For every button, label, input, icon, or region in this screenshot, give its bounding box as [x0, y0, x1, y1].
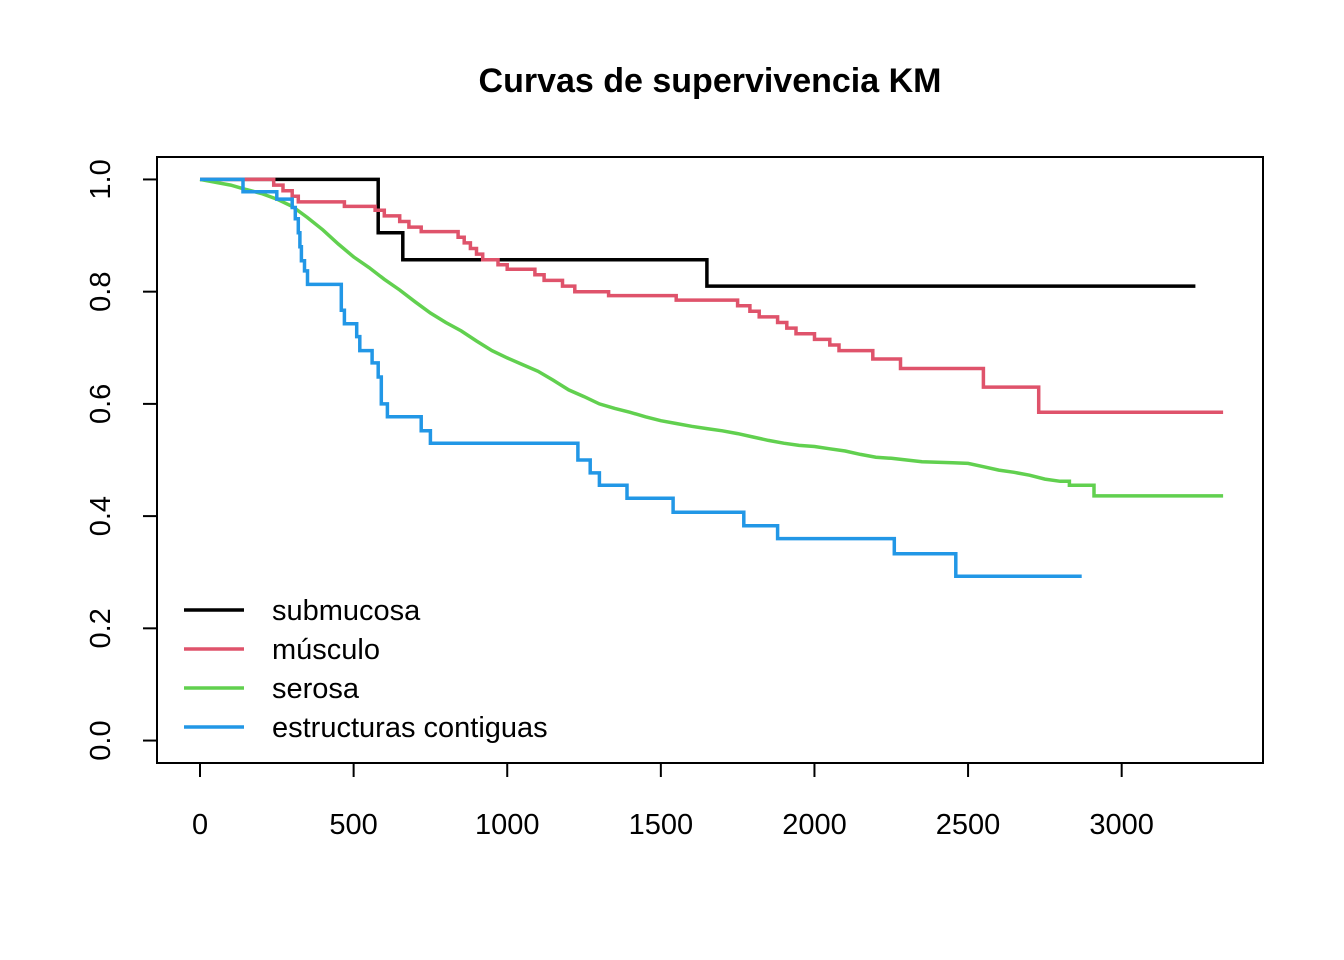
- chart-title: Curvas de supervivencia KM: [479, 62, 942, 100]
- x-tick-label: 500: [329, 809, 377, 841]
- series-line-músculo: [200, 177, 1224, 415]
- legend: submucosa músculo serosa estructuras contig…: [184, 595, 548, 744]
- legend-label: serosa: [272, 673, 360, 705]
- y-tick-label: 0.2: [85, 608, 117, 648]
- y-tick-label: 0.4: [85, 496, 117, 536]
- y-tick-label: 0.8: [85, 272, 117, 312]
- series-line-serosa: [199, 177, 1224, 498]
- legend-label: músculo: [272, 634, 380, 666]
- x-tick-label: 1500: [629, 809, 694, 841]
- x-tick-label: 1000: [475, 809, 540, 841]
- x-tick-label: 3000: [1089, 809, 1154, 841]
- x-tick-label: 2500: [936, 809, 1001, 841]
- legend-label: estructuras contiguas: [272, 712, 548, 744]
- y-tick-label: 0.0: [85, 720, 117, 760]
- x-tick-label: 2000: [782, 809, 847, 841]
- x-tick-label: 0: [192, 809, 208, 841]
- x-axis: 0 500 1000 1500 2000 2500 3000: [192, 762, 1154, 841]
- series-layer: [199, 177, 1224, 578]
- y-tick-label: 0.6: [85, 384, 117, 424]
- series-line-estructuras-contiguas: [200, 177, 1082, 578]
- series-line-submucosa: [200, 177, 1196, 288]
- legend-label: submucosa: [272, 595, 421, 627]
- y-axis: 0.0 0.2 0.4 0.6 0.8 1.0: [85, 159, 158, 761]
- y-tick-label: 1.0: [85, 159, 117, 199]
